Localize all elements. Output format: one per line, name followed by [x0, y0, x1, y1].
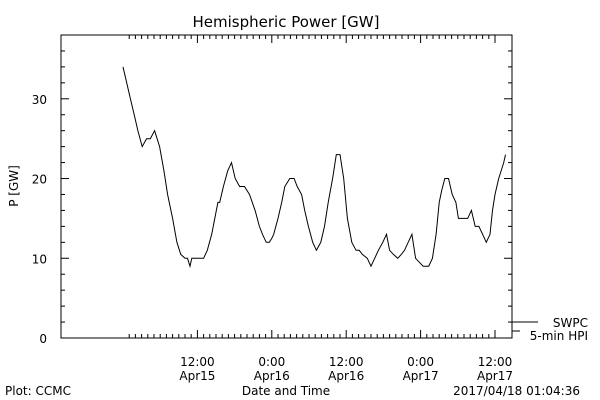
x-tick-time-label: 12:00: [180, 355, 215, 369]
chart-title: Hemispheric Power [GW]: [193, 13, 380, 31]
legend-entry-5-min-hpi: 5-min HPI: [530, 329, 588, 343]
x-tick-time-label: 0:00: [258, 355, 285, 369]
x-tick-date-label: Apr16: [328, 369, 364, 383]
y-tick-label: 0: [39, 332, 47, 346]
x-tick-date-label: Apr17: [477, 369, 513, 383]
y-tick-label: 10: [32, 252, 47, 266]
y-axis-label: P [GW]: [7, 165, 21, 207]
plot-frame: [60, 34, 513, 339]
x-tick-time-label: 12:00: [329, 355, 364, 369]
y-tick-label: 20: [32, 173, 47, 187]
x-tick-date-label: Apr16: [254, 369, 290, 383]
legend-entry-swpc: SWPC: [553, 316, 588, 330]
series-line-5-min-hpi: [122, 66, 506, 269]
y-axis-ticks: 0 10 20 30: [32, 34, 512, 346]
plot-timestamp: 2017/04/18 01:04:36: [453, 384, 580, 398]
x-axis-label: Date and Time: [242, 384, 330, 398]
y-tick-label: 30: [32, 93, 47, 107]
x-tick-date-label: Apr15: [179, 369, 215, 383]
x-tick-date-label: Apr17: [403, 369, 439, 383]
x-tick-time-label: 0:00: [407, 355, 434, 369]
x-tick-time-label: 12:00: [478, 355, 513, 369]
plot-credit: Plot: CCMC: [5, 384, 71, 398]
x-axis-ticks: 12:00Apr150:00Apr1612:00Apr160:00Apr1712…: [128, 35, 513, 383]
